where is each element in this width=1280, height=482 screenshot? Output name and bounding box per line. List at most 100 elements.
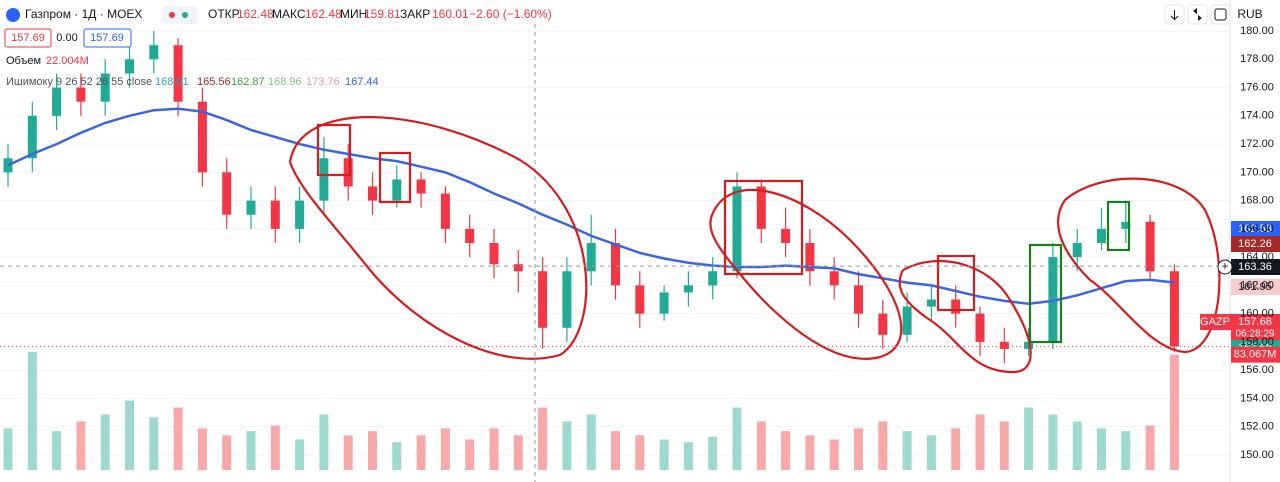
y-tick-label: 154.00 bbox=[1240, 392, 1274, 404]
volume-bar bbox=[732, 407, 742, 470]
candle-body bbox=[1072, 243, 1082, 258]
candle-body bbox=[440, 193, 450, 229]
candle-body bbox=[368, 186, 377, 201]
crosshair-add-button[interactable] bbox=[1217, 259, 1233, 275]
candle-body bbox=[149, 45, 159, 60]
ichimoku-label: Ишимоку 9 26 52 26 55 close bbox=[6, 76, 152, 88]
volume-bar bbox=[829, 439, 839, 470]
volume-bar bbox=[100, 414, 110, 470]
volume-bar bbox=[611, 431, 620, 470]
volume-bar bbox=[635, 435, 645, 470]
volume-bar bbox=[173, 407, 183, 470]
candle-body bbox=[926, 299, 936, 307]
ichimoku-value: 162.87 bbox=[231, 76, 265, 88]
candle-body bbox=[27, 115, 37, 159]
volume-bar bbox=[125, 400, 134, 470]
candle-body bbox=[781, 228, 791, 243]
volume-bar bbox=[781, 431, 791, 470]
fullscreen-icon bbox=[1214, 8, 1227, 21]
y-tick-label: 150.00 bbox=[1240, 449, 1274, 461]
volume-bar bbox=[1048, 414, 1058, 470]
price-badge bbox=[1231, 236, 1280, 252]
volume-bar bbox=[1072, 421, 1082, 470]
volume-bar bbox=[878, 421, 888, 470]
volume-bar bbox=[27, 352, 37, 470]
volume-badge bbox=[1231, 346, 1280, 363]
volume-bar bbox=[465, 439, 475, 470]
volume-bar bbox=[1121, 431, 1131, 470]
high-label: МАКС bbox=[272, 7, 306, 21]
volume-bar bbox=[902, 431, 912, 470]
open-label: ОТКР bbox=[208, 7, 240, 21]
volume-bar bbox=[392, 442, 402, 470]
y-tick-label: 172.00 bbox=[1240, 138, 1274, 150]
ask: 157.69 bbox=[90, 32, 124, 44]
toolbar-button[interactable] bbox=[1187, 4, 1208, 25]
candle-body bbox=[1048, 257, 1058, 342]
candle-body bbox=[100, 73, 110, 102]
y-tick-label: 164.00 bbox=[1240, 251, 1274, 263]
y-tick-label: 166.00 bbox=[1240, 223, 1274, 235]
legend: 157.69 0.00 157.69 Объем 22.004M Ишимоку… bbox=[4, 28, 152, 88]
status-dot bbox=[182, 12, 188, 18]
low-value: 159.81 bbox=[364, 7, 401, 21]
candle-body bbox=[902, 306, 912, 335]
symbol: Газпром · 1Д · MOEX bbox=[25, 7, 142, 21]
price-badge-label: 157.68 bbox=[1238, 316, 1272, 328]
moving-average-line bbox=[7, 107, 1175, 306]
ichimoku-value: 173.76 bbox=[306, 76, 340, 88]
volume-bar bbox=[683, 442, 693, 470]
y-tick-label: 156.00 bbox=[1240, 364, 1274, 376]
volume-bar bbox=[975, 414, 985, 470]
volume-bar bbox=[538, 407, 548, 470]
y-tick-label: 178.00 bbox=[1240, 53, 1274, 65]
price-badge-label: 162.58 bbox=[1238, 223, 1272, 235]
annotation-box bbox=[1028, 243, 1063, 344]
volume-bar bbox=[197, 428, 207, 470]
y-tick-label: 170.00 bbox=[1240, 166, 1274, 178]
candle-body bbox=[611, 243, 620, 286]
volume-label: Объем bbox=[6, 55, 41, 67]
compare-icon bbox=[1193, 8, 1202, 21]
volume-bar bbox=[489, 428, 499, 470]
candle-body bbox=[805, 243, 815, 272]
candle-body bbox=[878, 313, 888, 335]
close-label: ЗАКР bbox=[400, 7, 430, 21]
volume-badge-label: 83.067M bbox=[1234, 349, 1277, 361]
price-badge-label: 162.26 bbox=[1238, 238, 1272, 250]
candle-body bbox=[999, 341, 1009, 349]
y-tick-label: 174.00 bbox=[1240, 110, 1274, 122]
change-value: −2.60 (−1.60%) bbox=[469, 7, 552, 21]
volume-bar bbox=[926, 435, 936, 470]
volume-bar bbox=[1097, 428, 1106, 470]
currency[interactable]: RUB bbox=[1237, 7, 1262, 21]
candle-body bbox=[392, 179, 402, 201]
status-dot bbox=[169, 12, 175, 18]
ichimoku-value: 168.96 bbox=[268, 76, 302, 88]
candle-body bbox=[52, 87, 62, 116]
candle-body bbox=[76, 87, 86, 102]
candle-body bbox=[197, 101, 207, 173]
symbol-label: GAZP bbox=[1200, 316, 1230, 328]
annotation-box bbox=[378, 151, 412, 204]
symbol-icon bbox=[6, 8, 20, 22]
candle-body bbox=[125, 59, 134, 74]
volume-bar bbox=[586, 414, 596, 470]
ichimoku-value: 165.56 bbox=[197, 76, 231, 88]
status-button[interactable] bbox=[162, 6, 197, 24]
candle-body bbox=[854, 285, 863, 314]
volume-bar bbox=[368, 431, 377, 470]
close-value: 160.01 bbox=[432, 7, 469, 21]
volume-bar bbox=[416, 435, 426, 470]
volume-bar bbox=[52, 431, 62, 470]
candle-body bbox=[829, 271, 839, 286]
volume-value: 22.004M bbox=[46, 55, 89, 67]
volume-bar bbox=[659, 439, 669, 470]
volume-bar bbox=[440, 428, 450, 470]
annotation-box bbox=[316, 123, 352, 177]
volume-bar bbox=[3, 428, 13, 470]
toolbar-button[interactable] bbox=[1210, 4, 1231, 25]
spread: 0.00 bbox=[56, 32, 77, 44]
price-badge bbox=[1231, 279, 1280, 295]
candle-body bbox=[538, 271, 548, 328]
